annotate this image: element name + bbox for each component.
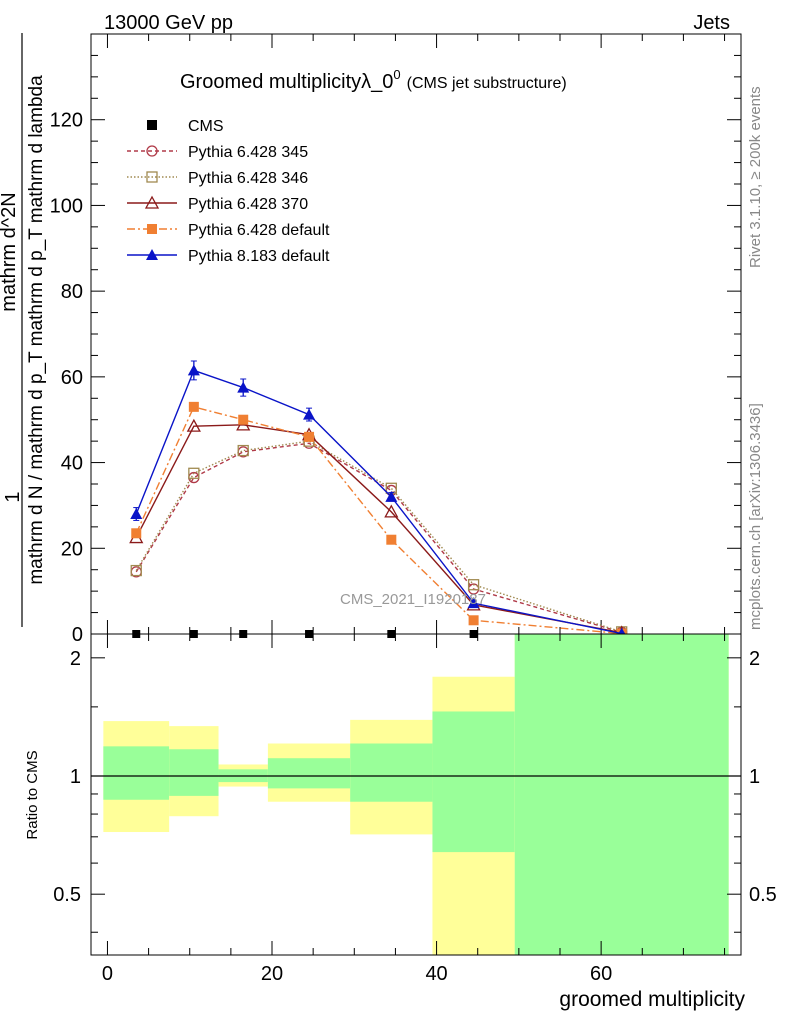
ratio-ytick-label-1: 1: [70, 766, 81, 788]
legend-entry-p345: Pythia 6.428 345: [127, 144, 308, 161]
legend-marker-cms: [147, 120, 157, 130]
main-ylabel: 1 mathrm d^2N mathrm d N / mathrm d p_T …: [0, 33, 47, 627]
ratio-ytick-label-0.5: 0.5: [53, 884, 81, 906]
ratio-xtick-label-20: 20: [261, 963, 283, 985]
legend-entry-cms: CMS: [147, 118, 224, 135]
ylabel-numerator-top: mathrm d^2N: [0, 192, 20, 311]
side-text-mcplots: mcplots.cern.ch [arXiv:1306.3436]: [747, 403, 764, 630]
point-pdefault-3: [304, 431, 315, 442]
ratio-band-green-4: [350, 743, 433, 802]
point-p346-5: [467, 579, 480, 591]
legend: CMS Pythia 6.428 345 Pythia 6.428 346 Pythi…: [127, 118, 330, 265]
title-main: Groomed multiplicityλ_0: [180, 71, 393, 93]
ratio-band-green-6: [514, 634, 729, 955]
side-text-rivet: Rivet 3.1.10, ≥ 200k events: [747, 86, 764, 268]
legend-label-p370: Pythia 6.428 370: [188, 196, 308, 213]
point-p370-4: [384, 504, 399, 518]
point-p370-1: [186, 418, 201, 432]
legend-marker-p346: [146, 171, 158, 183]
legend-label-p345: Pythia 6.428 345: [188, 144, 308, 161]
point-pdefault-5: [468, 615, 479, 626]
legend-entry-p370: Pythia 6.428 370: [127, 195, 308, 213]
ratio-ylabel: Ratio to CMS: [24, 750, 41, 839]
point-p8-2: [237, 381, 250, 393]
main-ytick-label-40: 40: [61, 453, 83, 475]
ratio-band-green-1: [169, 749, 219, 796]
point-p8-4: [385, 490, 398, 502]
legend-entry-p8: Pythia 8.183 default: [127, 248, 330, 265]
header-category: Jets: [693, 12, 730, 34]
ratio-frame: [90, 633, 742, 956]
point-pdefault-2: [238, 414, 249, 425]
ylabel-numerator: 1: [2, 491, 24, 502]
legend-label-p346: Pythia 6.428 346: [188, 170, 308, 187]
header-energy: 13000 GeV pp: [104, 12, 233, 34]
legend-label-p8: Pythia 8.183 default: [188, 248, 330, 265]
legend-marker-pdefault: [147, 224, 157, 234]
series-p8: [130, 360, 628, 639]
point-p346-1: [188, 467, 200, 479]
legend-label-pdefault: Pythia 6.428 default: [188, 222, 330, 239]
main-ytick-label-120: 120: [50, 110, 83, 132]
point-p346-0: [130, 564, 142, 577]
ratio-band-green-0: [103, 746, 170, 800]
chart-title: Groomed multiplicityλ_00 (CMS jet substru…: [180, 67, 567, 93]
series-line-p346: [135, 440, 622, 633]
point-pdefault-1: [188, 401, 199, 412]
title-subtitle: (CMS jet substructure): [407, 75, 567, 92]
ratio-xlabel: groomed multiplicity: [559, 988, 745, 1011]
point-p8-5: [467, 597, 480, 609]
legend-marker-p370: [144, 195, 160, 209]
main-ytick-label-20: 20: [61, 538, 83, 560]
main-ytick-label-60: 60: [61, 367, 83, 389]
main-panel: 0 20 40 60 80 100 120: [50, 33, 742, 646]
point-p8-1: [187, 364, 200, 376]
point-pdefault-0: [131, 528, 142, 539]
point-p346-2: [237, 444, 249, 457]
ratio-xtick-label-0: 0: [102, 963, 113, 985]
ratio-xtick-label-40: 40: [425, 963, 447, 985]
point-pdefault-4: [386, 534, 397, 545]
ratio-band-green-3: [267, 758, 351, 789]
ylabel-denominator: mathrm d N / mathrm d p_T mathrm d p_T m…: [26, 75, 47, 585]
ratio-panel: 0 20 40 60 0.5 0.5 1 1 2 2: [53, 633, 777, 985]
main-ytick-label-100: 100: [50, 195, 83, 217]
point-p8-3: [303, 408, 316, 420]
ratio-band-green-5: [432, 711, 515, 853]
main-ytick-label-80: 80: [61, 281, 83, 303]
ratio-xtick-label-60: 60: [590, 963, 612, 985]
svg-text:Groomed multiplicityλ_00(CMS j: Groomed multiplicityλ_00 (CMS jet substru…: [180, 67, 567, 93]
legend-label-cms: CMS: [188, 118, 224, 135]
legend-entry-pdefault: Pythia 6.428 default: [127, 222, 330, 239]
ratio-ytick-label-right-2: 2: [749, 648, 760, 670]
ratio-ytick-label-2: 2: [70, 648, 81, 670]
legend-entry-p346: Pythia 6.428 346: [127, 170, 308, 187]
title-superscript: 0: [393, 67, 400, 82]
ratio-ytick-label-right-0.5: 0.5: [749, 884, 777, 906]
legend-marker-p8: [146, 249, 158, 260]
ratio-ytick-label-right-1: 1: [749, 766, 760, 788]
series-line-p345: [135, 442, 622, 633]
main-ytick-label-0: 0: [72, 624, 83, 646]
point-p8-0: [130, 508, 143, 519]
analysis-watermark: CMS_2021_I1920187: [340, 591, 486, 608]
legend-marker-p345: [146, 145, 158, 157]
